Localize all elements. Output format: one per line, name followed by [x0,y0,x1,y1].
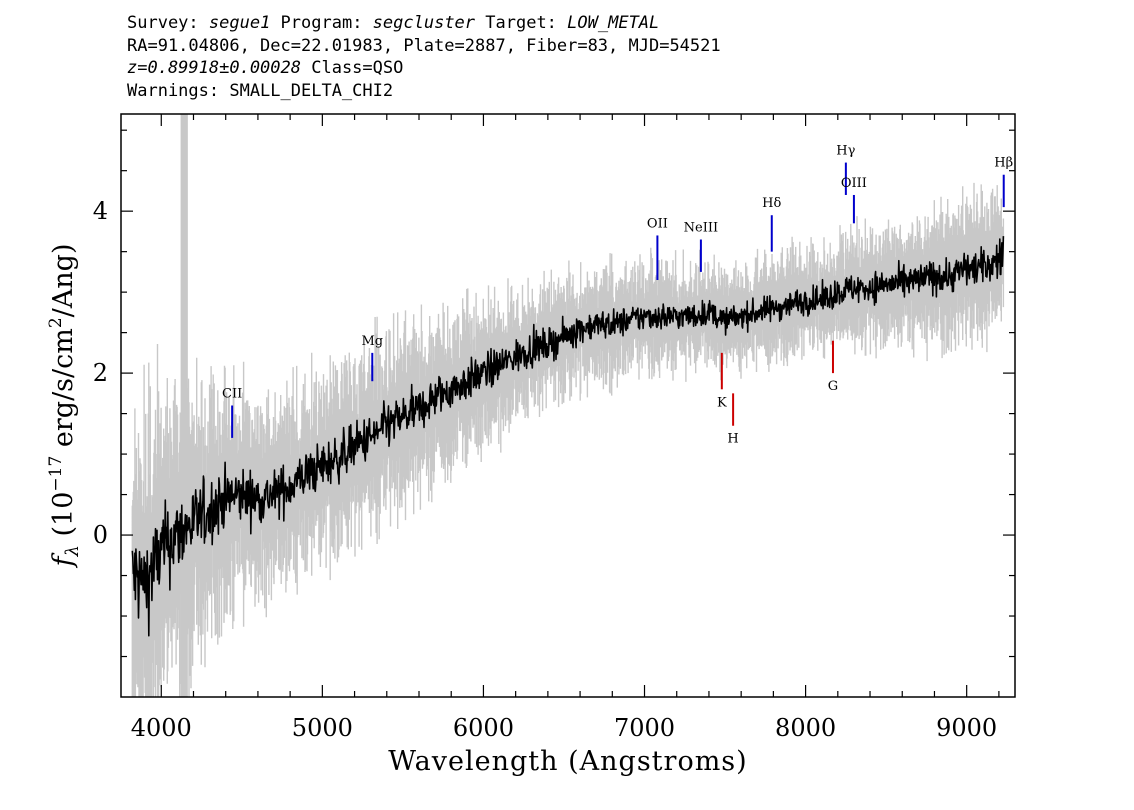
line-marker-g: G [828,340,838,394]
plot-frame [120,113,1016,698]
line-marker-label: OII [647,216,668,231]
survey-label: Survey: [127,13,209,33]
y-label-mid: erg/s/cm [48,328,79,456]
header-survey-line: Survey: segue1 Program: segcluster Targe… [127,12,721,35]
line-marker-oii: OII [647,216,668,280]
x-tick-label: 6000 [453,714,514,742]
x-tick-label: 4000 [131,714,192,742]
program-label: Program: [270,13,373,33]
line-marker-mg: Mg [361,334,383,382]
y-tick-label: 0 [93,521,108,549]
header-redshift-line: z=0.89918±0.00028 Class=QSO [127,57,721,80]
line-marker-label: Hδ [762,196,781,211]
spectrum-header: Survey: segue1 Program: segcluster Targe… [127,12,721,102]
y-axis-label: fλ (10−17 erg/s/cm2/Ang) [46,244,83,569]
line-marker-h: H [727,393,739,447]
flux-spectrum [131,236,1005,637]
y-label-pre: (10 [48,492,79,545]
line-marker-label: G [828,379,838,394]
y-label-post: /Ang) [48,244,79,318]
line-marker-label: CII [222,387,242,402]
header-coords-line: RA=91.04806, Dec=22.01983, Plate=2887, F… [127,35,721,56]
line-marker-label: K [717,395,727,410]
line-marker-label: H [727,432,738,447]
x-tick-label: 8000 [775,714,836,742]
line-marker-label: Hβ [994,156,1013,171]
line-marker-cii: CII [222,387,242,438]
y-label-exp1: −17 [46,456,66,492]
survey-value: segue1 [208,13,271,33]
line-marker-h: Hγ [836,144,856,195]
line-marker-oiii: OIII [841,176,867,224]
header-warnings-line: Warnings: SMALL_DELTA_CHI2 [127,80,394,101]
line-marker-label: OIII [841,176,867,191]
line-marker-label: NeIII [684,221,718,236]
y-tick-label: 4 [93,197,108,225]
y-tick-label: 2 [93,359,108,387]
target-label: Target: [475,13,568,33]
y-label-exp2: 2 [46,317,66,328]
x-tick-label: 5000 [292,714,353,742]
class-value: Class=QSO [301,58,404,78]
line-marker-label: Mg [361,334,383,349]
redshift-value: z=0.89918±0.00028 [127,58,301,78]
target-value: LOW_METAL [567,13,660,33]
x-tick-label: 9000 [936,714,997,742]
error-spectrum [131,182,1005,697]
x-axis-label: Wavelength (Angstroms) [388,746,747,777]
line-marker-label: Hγ [836,144,855,159]
line-marker-neiii: NeIII [684,221,718,272]
x-tick-label: 7000 [614,714,675,742]
y-label-sub: λ [62,545,83,557]
program-value: segcluster [372,13,476,33]
line-marker-h: Hδ [762,196,782,252]
line-marker-h: Hβ [994,156,1013,208]
line-marker-k: K [717,352,727,410]
